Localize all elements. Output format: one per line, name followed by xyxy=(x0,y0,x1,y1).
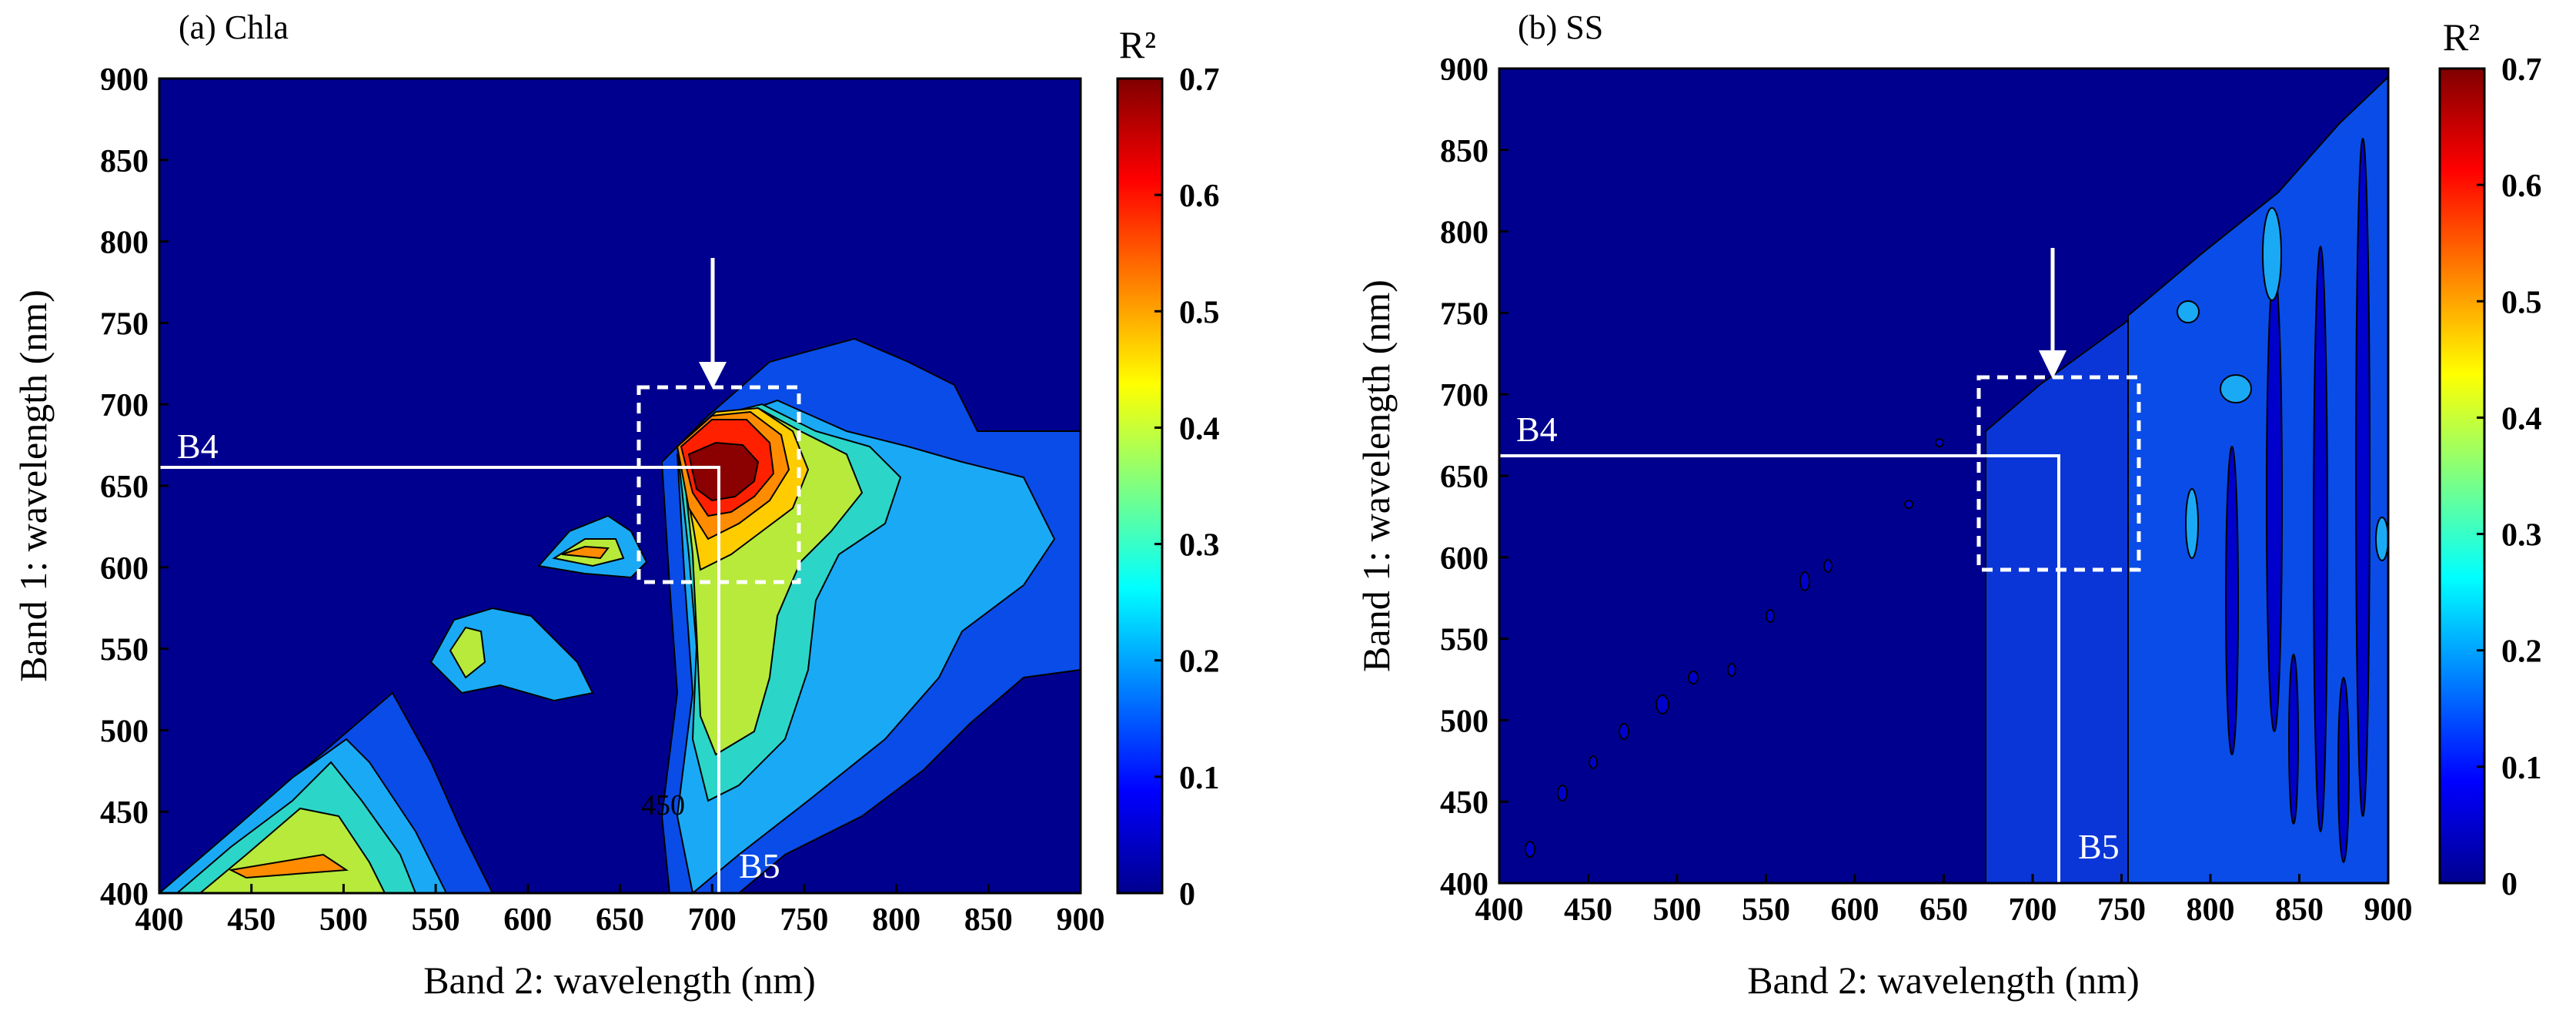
colorbar-tick-label: 0.1 xyxy=(1179,761,1220,796)
x-tick-label: 800 xyxy=(2187,892,2235,928)
streaks xyxy=(2225,138,2371,863)
panel-title: (b) SS xyxy=(1518,8,1603,46)
x-tick-label: 650 xyxy=(596,902,644,938)
axes: 400 450 500 550 600 650 700 750 800 850 900 400 450 5… xyxy=(1440,52,2413,928)
highlight-box xyxy=(1976,375,2141,572)
b4-label: B4 xyxy=(1516,410,1558,449)
panel-ss: (b) SS xyxy=(1355,8,2542,1002)
contour-label: 450 xyxy=(641,789,685,822)
x-axis-title: Band 2: wavelength (nm) xyxy=(1747,959,2140,1002)
x-tick-label: 900 xyxy=(2364,892,2413,928)
arrow-icon xyxy=(2039,248,2066,379)
y-tick-label: 800 xyxy=(1440,216,1488,251)
colorbar-ticks: 0 0.1 0.2 0.3 0.4 0.5 0.6 0.7 xyxy=(2477,52,2542,902)
b4-b5-guide xyxy=(1499,454,2060,883)
y-tick-label: 600 xyxy=(100,551,149,587)
diagonal-dots xyxy=(1525,438,1944,858)
contour-layer xyxy=(1525,75,2388,883)
x-tick-label: 600 xyxy=(503,902,552,938)
b4-b5-guide xyxy=(159,466,720,893)
y-tick-label: 700 xyxy=(100,388,149,423)
highlight-box xyxy=(636,385,801,584)
colorbar-tick-label: 0.5 xyxy=(1179,295,1220,330)
x-tick-label: 700 xyxy=(688,902,737,938)
y-tick-label: 400 xyxy=(100,877,149,912)
contour-region-mid xyxy=(449,626,486,679)
x-tick-label: 400 xyxy=(1475,892,1524,928)
x-tick-label: 850 xyxy=(964,902,1013,938)
x-tick-label: 550 xyxy=(1742,892,1790,928)
y-tick-label: 450 xyxy=(1440,785,1488,821)
y-tick-label: 600 xyxy=(1440,541,1488,577)
x-tick-label: 900 xyxy=(1057,902,1105,938)
colorbar-tick-label: 0.5 xyxy=(2501,285,2542,320)
colorbar-tick-label: 0.6 xyxy=(1179,179,1220,214)
axes: 400 450 500 550 600 650 700 750 800 850 900 400 450 5… xyxy=(100,62,1105,938)
y-tick-label: 650 xyxy=(1440,460,1488,495)
colorbar-title: R² xyxy=(2443,15,2480,59)
y-tick-label: 900 xyxy=(100,62,149,98)
x-tick-label: 800 xyxy=(872,902,920,938)
y-tick-label: 900 xyxy=(1440,52,1488,88)
contour-region-high xyxy=(228,853,349,879)
colorbar-ticks: 0 0.1 0.2 0.3 0.4 0.5 0.6 0.7 xyxy=(1154,62,1220,912)
y-tick-label: 850 xyxy=(1440,134,1488,169)
colorbar xyxy=(1116,77,1164,895)
y-tick-label: 800 xyxy=(100,226,149,261)
panel-chla: (a) Chla 450 xyxy=(12,8,1220,1002)
y-tick-label: 550 xyxy=(100,633,149,668)
colorbar-tick-label: 0 xyxy=(1179,877,1195,912)
contour-region-high xyxy=(561,545,610,560)
x-tick-label: 600 xyxy=(1831,892,1879,928)
colorbar-tick-label: 0.6 xyxy=(2501,169,2542,204)
y-tick-label: 650 xyxy=(100,470,149,505)
y-tick-label: 500 xyxy=(1440,704,1488,739)
colorbar-tick-label: 0.1 xyxy=(2501,751,2542,786)
colorbar-tick-label: 0 xyxy=(2501,867,2518,902)
x-tick-label: 450 xyxy=(1564,892,1612,928)
y-tick-label: 400 xyxy=(1440,867,1488,902)
b5-label: B5 xyxy=(2078,827,2120,866)
x-tick-label: 650 xyxy=(1919,892,1968,928)
panel-title: (a) Chla xyxy=(179,8,289,46)
colorbar-tick-label: 0.4 xyxy=(2501,401,2542,437)
colorbar-title: R² xyxy=(1119,23,1156,66)
y-tick-label: 700 xyxy=(1440,378,1488,413)
y-axis-title: Band 1: wavelength (nm) xyxy=(1355,279,1398,672)
y-tick-label: 750 xyxy=(100,306,149,342)
colorbar-tick-label: 0.4 xyxy=(1179,411,1220,447)
x-tick-label: 750 xyxy=(2097,892,2146,928)
streaks-cyan xyxy=(2177,207,2388,561)
contour-layer xyxy=(159,337,1081,893)
contour-region-peak xyxy=(687,441,760,502)
x-tick-label: 400 xyxy=(135,902,184,938)
y-axis-title: Band 1: wavelength (nm) xyxy=(12,289,55,682)
arrow-icon xyxy=(699,258,727,389)
x-tick-label: 700 xyxy=(2009,892,2057,928)
y-tick-label: 550 xyxy=(1440,623,1488,658)
colorbar-tick-label: 0.3 xyxy=(1179,528,1220,564)
b5-label: B5 xyxy=(739,846,780,885)
y-tick-label: 850 xyxy=(100,144,149,179)
x-axis-title: Band 2: wavelength (nm) xyxy=(423,959,816,1002)
y-tick-label: 500 xyxy=(100,714,149,749)
colorbar-tick-label: 0.2 xyxy=(2501,634,2542,670)
colorbar xyxy=(2438,67,2486,885)
colorbar-tick-label: 0.7 xyxy=(1179,62,1220,98)
colorbar-tick-label: 0.3 xyxy=(2501,518,2542,554)
x-tick-label: 550 xyxy=(412,902,460,938)
colorbar-tick-label: 0.2 xyxy=(1179,644,1220,680)
y-tick-label: 450 xyxy=(100,795,149,831)
x-tick-label: 450 xyxy=(227,902,276,938)
x-tick-label: 750 xyxy=(780,902,828,938)
x-tick-label: 500 xyxy=(319,902,368,938)
b4-label: B4 xyxy=(177,427,219,466)
colorbar-tick-label: 0.7 xyxy=(2501,52,2542,88)
y-tick-label: 750 xyxy=(1440,296,1488,332)
x-tick-label: 850 xyxy=(2275,892,2324,928)
x-tick-label: 500 xyxy=(1653,892,1702,928)
